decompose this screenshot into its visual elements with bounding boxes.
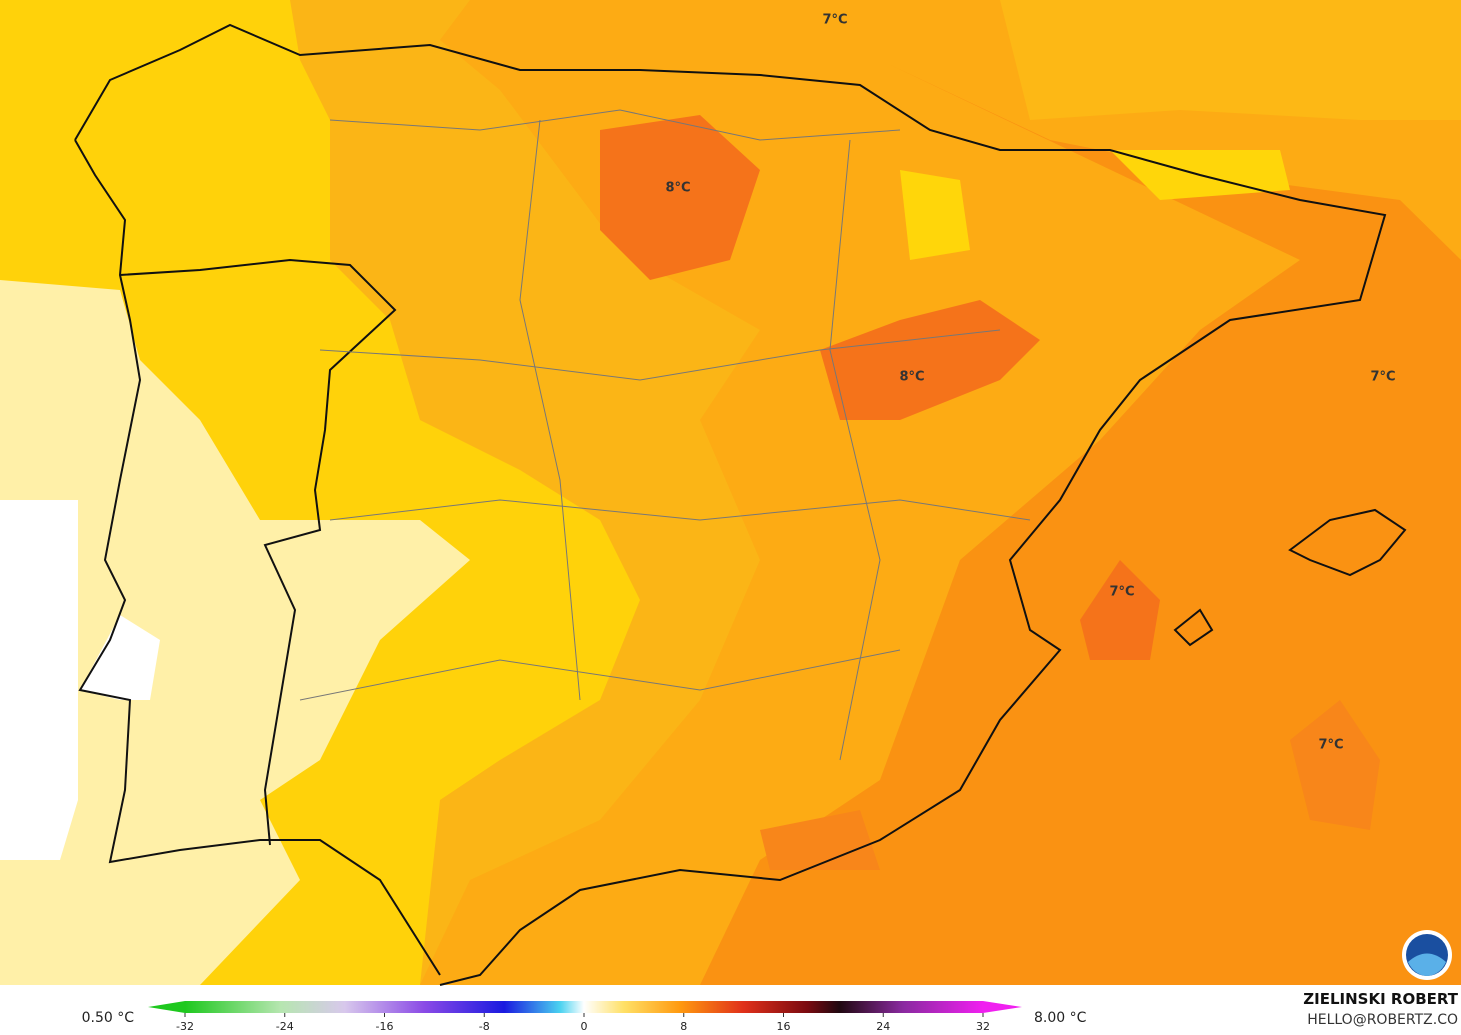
- colorbar-tick-label: 16: [777, 1020, 791, 1033]
- colorbar-max-label: 8.00 °C: [1034, 1010, 1087, 1026]
- colorbar-tick-label: -24: [276, 1020, 294, 1033]
- colorbar-tick-label: 32: [976, 1020, 990, 1033]
- province-lines: [299, 109, 1031, 761]
- logo: [1402, 930, 1452, 980]
- colorbar-tick-label: 8: [680, 1020, 687, 1033]
- colorbar-tick-label: -8: [479, 1020, 490, 1033]
- colorbar: [148, 1001, 1022, 1013]
- coastline: [74, 23, 1407, 986]
- temperature-label: 7°C: [1318, 738, 1343, 753]
- contact: HELLO@ROBERTZ.CO: [1307, 1012, 1458, 1028]
- colorbar-tick-label: 24: [876, 1020, 890, 1033]
- map-fill: [0, 0, 1461, 985]
- colorbar-min-label: 0.50 °C: [82, 1010, 135, 1026]
- colorbar-tick-label: 0: [581, 1020, 588, 1033]
- temperature-label: 8°C: [899, 370, 924, 385]
- temperature-label: 8°C: [665, 181, 690, 196]
- author: ZIELINSKI ROBERT: [1303, 990, 1458, 1008]
- temperature-label: 7°C: [1109, 585, 1134, 600]
- colorbar-tick-label: -16: [376, 1020, 394, 1033]
- temperature-label: 7°C: [1370, 370, 1395, 385]
- temperature-label: 7°C: [822, 13, 847, 28]
- colorbar-tick-label: -32: [176, 1020, 194, 1033]
